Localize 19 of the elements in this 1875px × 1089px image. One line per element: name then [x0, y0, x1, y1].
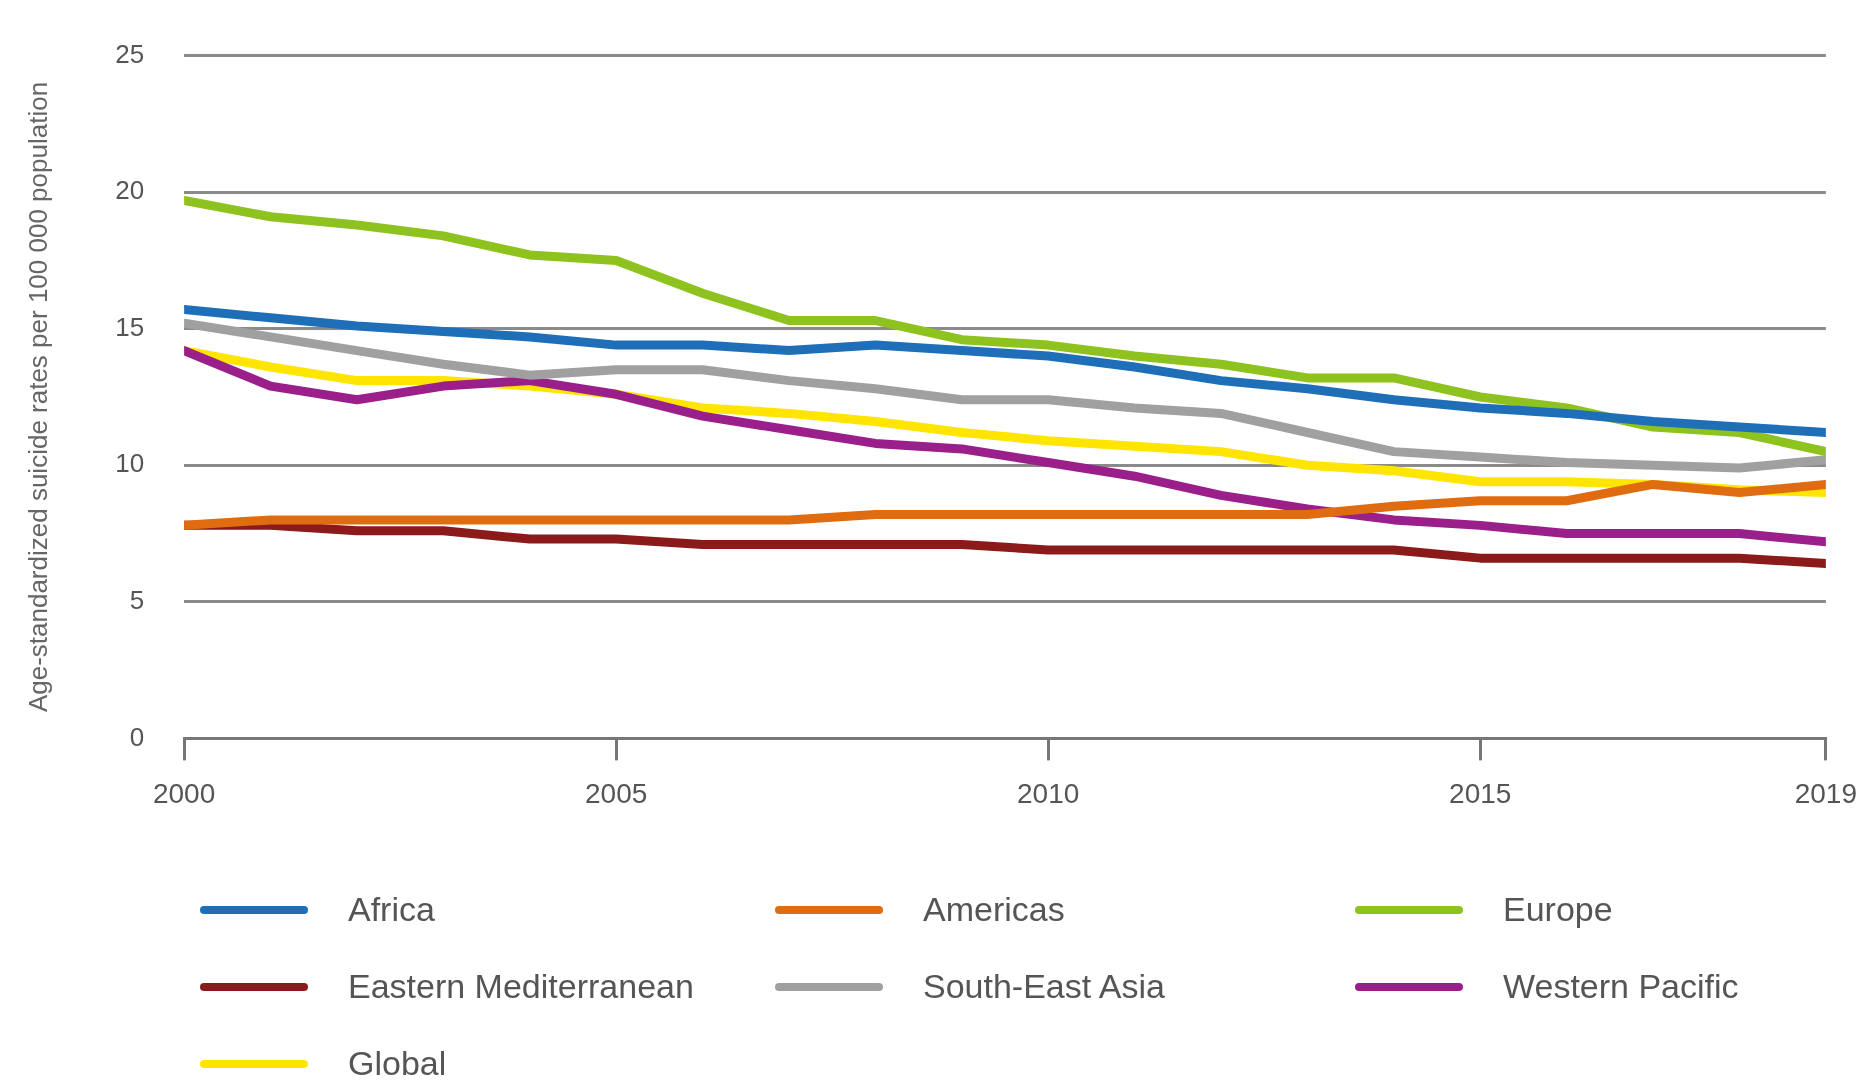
x-tick-label: 2000: [152, 777, 216, 809]
y-tick-label: 15: [115, 311, 145, 342]
y-tick-label: 25: [115, 38, 145, 69]
y-tick-label: 5: [129, 585, 145, 616]
legend-label: Europe: [1503, 890, 1613, 929]
y-tick-label: 10: [115, 448, 145, 479]
legend-label: Africa: [348, 890, 435, 929]
y-axis-title: Age-standardized suicide rates per 100 000 population: [22, 81, 53, 713]
legend-label: South-East Asia: [923, 967, 1165, 1006]
legend-label: Eastern Mediterranean: [348, 967, 694, 1006]
x-tick-label: 2010: [1017, 777, 1080, 809]
x-tick-label: 2005: [585, 777, 648, 809]
x-tick-label: 2019: [1794, 777, 1857, 809]
legend-label: Global: [348, 1044, 447, 1083]
legend-label: Americas: [923, 890, 1065, 929]
x-tick-label: 2015: [1449, 777, 1512, 809]
y-tick-label: 20: [115, 175, 145, 206]
legend-label: Western Pacific: [1503, 967, 1739, 1006]
y-tick-label: 0: [129, 721, 145, 752]
